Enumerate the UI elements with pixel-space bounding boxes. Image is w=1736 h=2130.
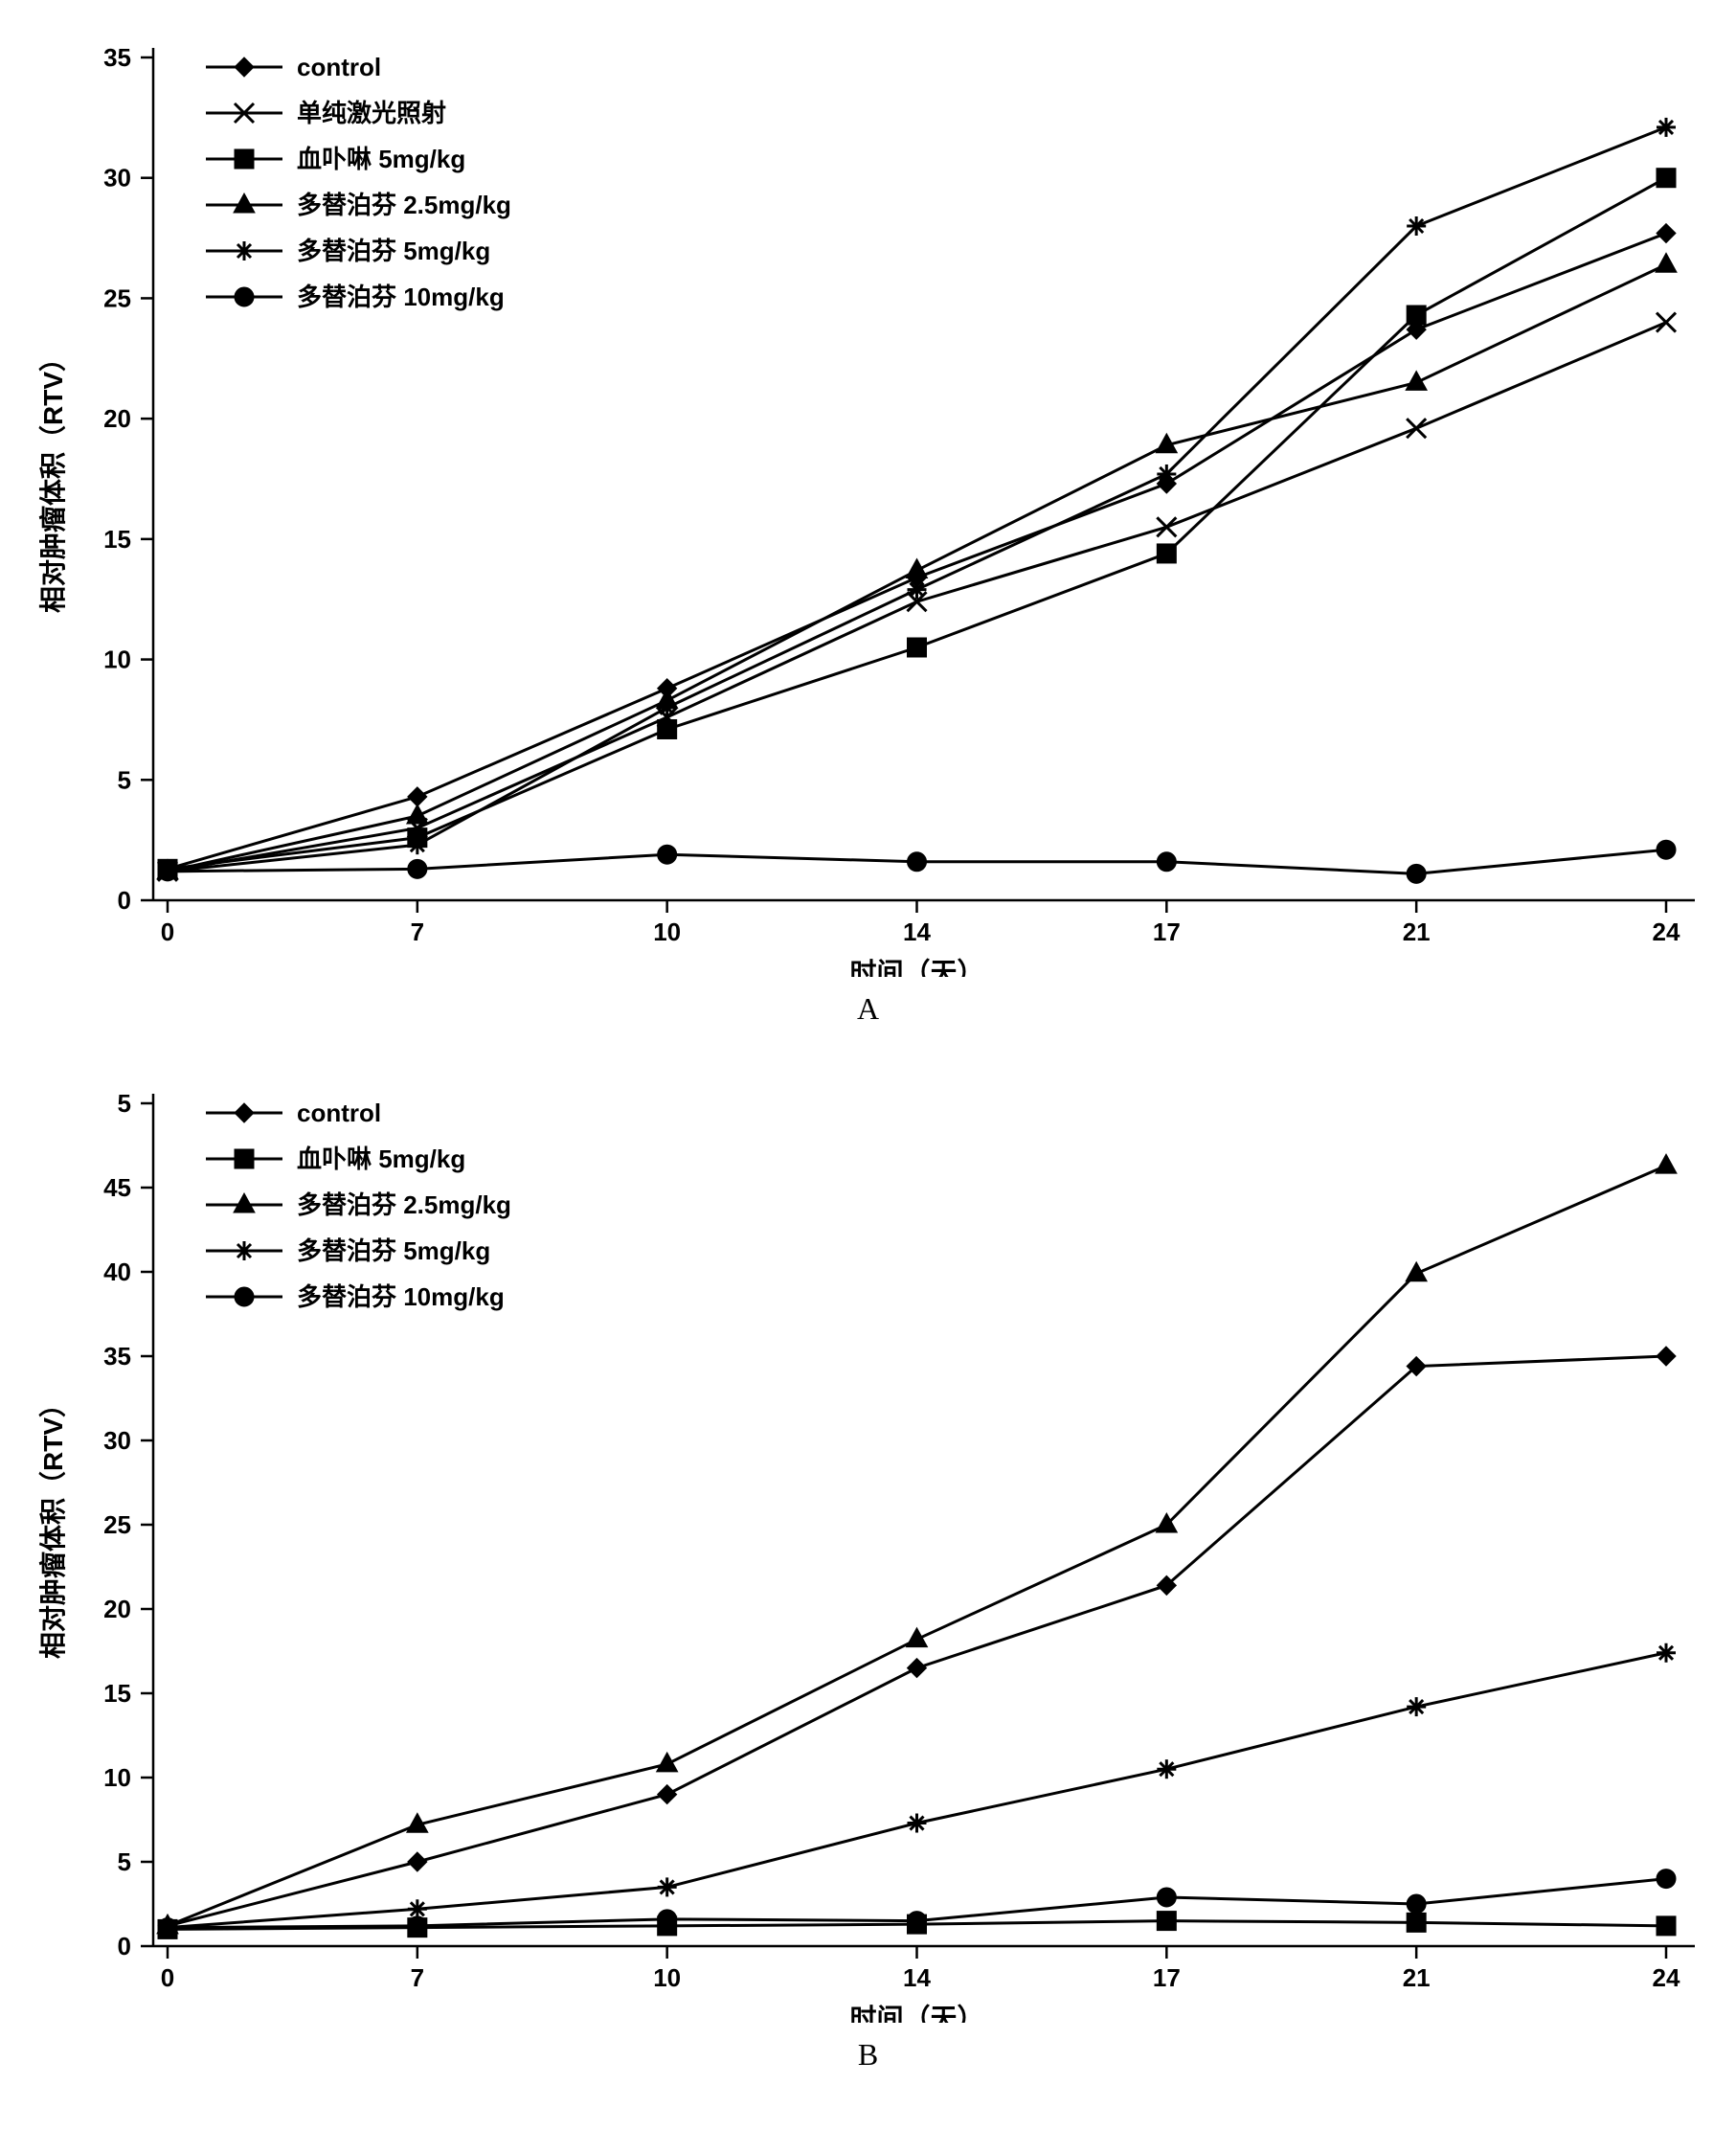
svg-text:15: 15 <box>103 1679 131 1708</box>
svg-text:5: 5 <box>118 1847 131 1876</box>
svg-text:单纯激光照射: 单纯激光照射 <box>297 99 446 127</box>
svg-text:10: 10 <box>653 918 681 946</box>
svg-text:24: 24 <box>1653 1963 1680 1992</box>
svg-text:10: 10 <box>103 1763 131 1792</box>
svg-text:时间（天）: 时间（天） <box>849 957 983 977</box>
svg-text:30: 30 <box>103 1426 131 1455</box>
svg-text:24: 24 <box>1653 918 1680 946</box>
svg-text:多替泊芬 5mg/kg: 多替泊芬 5mg/kg <box>297 1236 490 1265</box>
svg-text:17: 17 <box>1153 918 1181 946</box>
svg-text:20: 20 <box>103 404 131 433</box>
svg-text:7: 7 <box>411 1963 424 1992</box>
svg-text:15: 15 <box>103 525 131 554</box>
svg-text:多替泊芬 2.5mg/kg: 多替泊芬 2.5mg/kg <box>297 1190 511 1219</box>
panel-b-label: B <box>19 2037 1717 2073</box>
svg-text:相对肿瘤体积（RTV）: 相对肿瘤体积（RTV） <box>37 1391 68 1659</box>
svg-text:多替泊芬 5mg/kg: 多替泊芬 5mg/kg <box>297 237 490 265</box>
svg-text:25: 25 <box>103 1510 131 1539</box>
svg-text:0: 0 <box>118 1932 131 1960</box>
svg-text:血卟啉 5mg/kg: 血卟啉 5mg/kg <box>297 1144 465 1173</box>
svg-text:14: 14 <box>903 1963 931 1992</box>
svg-text:17: 17 <box>1153 1963 1181 1992</box>
svg-text:5: 5 <box>118 1089 131 1118</box>
svg-text:多替泊芬 2.5mg/kg: 多替泊芬 2.5mg/kg <box>297 191 511 219</box>
panel-a-label: A <box>19 991 1717 1027</box>
panel-b: 0510152025303540455071014172124时间（天）相对肿瘤… <box>19 1065 1717 2073</box>
svg-text:25: 25 <box>103 283 131 312</box>
svg-text:45: 45 <box>103 1173 131 1202</box>
svg-text:20: 20 <box>103 1595 131 1623</box>
chart-a-svg: 0 5 10 15 20 25 30 35 0 7 10 14 17 21 24 时间（天） 相对肿瘤体积（RT… <box>19 19 1717 977</box>
svg-text:35: 35 <box>103 43 131 72</box>
svg-text:10: 10 <box>103 646 131 674</box>
panel-a: 0 5 10 15 20 25 30 35 0 7 10 14 17 21 24 时间（天） 相对肿瘤体积（RT… <box>19 19 1717 1027</box>
svg-text:0: 0 <box>118 886 131 915</box>
svg-text:35: 35 <box>103 1342 131 1371</box>
svg-text:30: 30 <box>103 164 131 193</box>
svg-text:时间（天）: 时间（天） <box>849 2003 983 2023</box>
svg-text:多替泊芬 10mg/kg: 多替泊芬 10mg/kg <box>297 283 505 311</box>
svg-text:0: 0 <box>161 1963 174 1992</box>
svg-text:14: 14 <box>903 918 931 946</box>
svg-text:40: 40 <box>103 1258 131 1286</box>
figure-container: 0 5 10 15 20 25 30 35 0 7 10 14 17 21 24 时间（天） 相对肿瘤体积（RT… <box>19 19 1717 2073</box>
svg-text:7: 7 <box>411 918 424 946</box>
chart-b-svg: 0510152025303540455071014172124时间（天）相对肿瘤… <box>19 1065 1717 2023</box>
svg-text:control: control <box>297 53 381 81</box>
svg-text:相对肿瘤体积（RTV）: 相对肿瘤体积（RTV） <box>37 345 68 613</box>
svg-text:10: 10 <box>653 1963 681 1992</box>
svg-text:血卟啉 5mg/kg: 血卟啉 5mg/kg <box>297 145 465 173</box>
svg-text:5: 5 <box>118 765 131 794</box>
svg-text:多替泊芬 10mg/kg: 多替泊芬 10mg/kg <box>297 1282 505 1311</box>
svg-text:0: 0 <box>161 918 174 946</box>
svg-text:control: control <box>297 1099 381 1127</box>
svg-text:21: 21 <box>1403 1963 1431 1992</box>
svg-text:21: 21 <box>1403 918 1431 946</box>
